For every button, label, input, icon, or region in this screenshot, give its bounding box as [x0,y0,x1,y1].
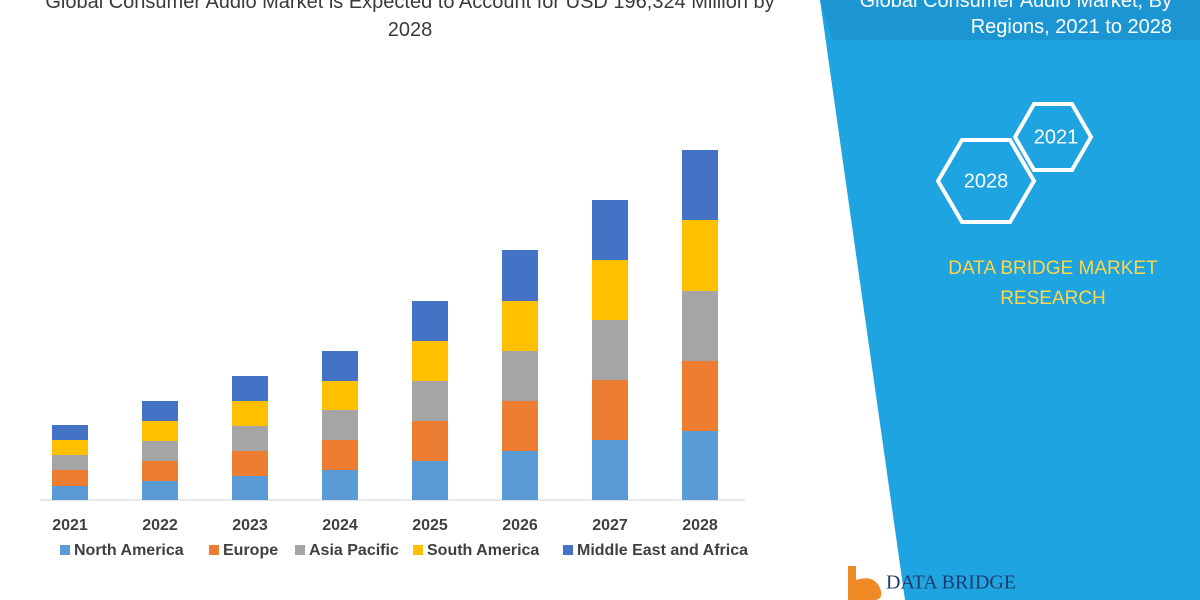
bar-segment [682,431,718,500]
logo-text: DATA BRIDGE [886,572,1016,594]
legend-label: North America [74,542,184,559]
bar-segment [52,440,88,455]
bar-segment [592,260,628,320]
bar-segment [322,381,358,410]
bar-segment [412,341,448,381]
legend-label: South America [427,542,539,559]
bar-segment [52,455,88,470]
bar-segment [682,291,718,361]
x-tick-label: 2025 [412,517,448,534]
x-tick-label: 2026 [502,517,538,534]
brand-text: DATA BRIDGE MARKET RESEARCH [948,258,1158,309]
legend-swatch [563,545,573,555]
side-panel [820,0,1200,600]
bar-segment [412,421,448,461]
bar-segment [322,470,358,500]
bar-segment [52,486,88,500]
bar-segment [412,301,448,341]
hexagon: 2021 [1012,102,1094,172]
hexagon: 2028 [935,138,1037,224]
hexagon-label: 2028 [964,170,1009,192]
bar-segment [232,376,268,401]
bar-segment [322,410,358,440]
bar-segment [592,200,628,260]
bar-segment [682,150,718,220]
bar-segment [502,250,538,301]
x-tick-label: 2024 [322,517,358,534]
bar-segment [412,381,448,421]
x-tick-label: 2028 [682,517,718,534]
bar-segment [412,461,448,500]
bar-segment [142,441,178,461]
bar-segment [142,401,178,421]
bar-segment [682,220,718,291]
bar-segment [52,470,88,486]
bar-segment [502,301,538,351]
legend-label: Middle East and Africa [577,542,748,559]
bar-segment [142,481,178,500]
bar-segment [232,451,268,476]
bar-segment [142,421,178,441]
bar-segment [322,440,358,470]
bar-segment [502,401,538,451]
bar-segment [322,351,358,381]
bar-segment [232,426,268,451]
x-tick-label: 2023 [232,517,268,534]
bar-segment [142,461,178,481]
bar-segment [232,401,268,426]
bar-segment [682,361,718,431]
chart-title: Global Consumer Audio Market is Expected… [45,0,775,41]
bar-segment [502,451,538,500]
x-tick-label: 2027 [592,517,628,534]
legend-label: Europe [223,542,278,559]
legend-swatch [60,545,70,555]
bar-segment [592,380,628,440]
logo: DATA BRIDGE [848,566,1016,600]
bar-segment [52,425,88,440]
legend-swatch [209,545,219,555]
bar-segment [232,476,268,500]
x-tick-label: 2022 [142,517,178,534]
bar-segment [592,320,628,380]
legend-swatch [295,545,305,555]
bar-segment [592,440,628,500]
x-tick-label: 2021 [52,517,88,534]
legend-swatch [413,545,423,555]
legend-label: Asia Pacific [309,542,399,559]
side-panel-band [820,0,1200,40]
bar-segment [502,351,538,401]
hexagon-label: 2021 [1034,126,1079,148]
panel-title: Global Consumer Audio Market, By Regions… [859,0,1172,38]
